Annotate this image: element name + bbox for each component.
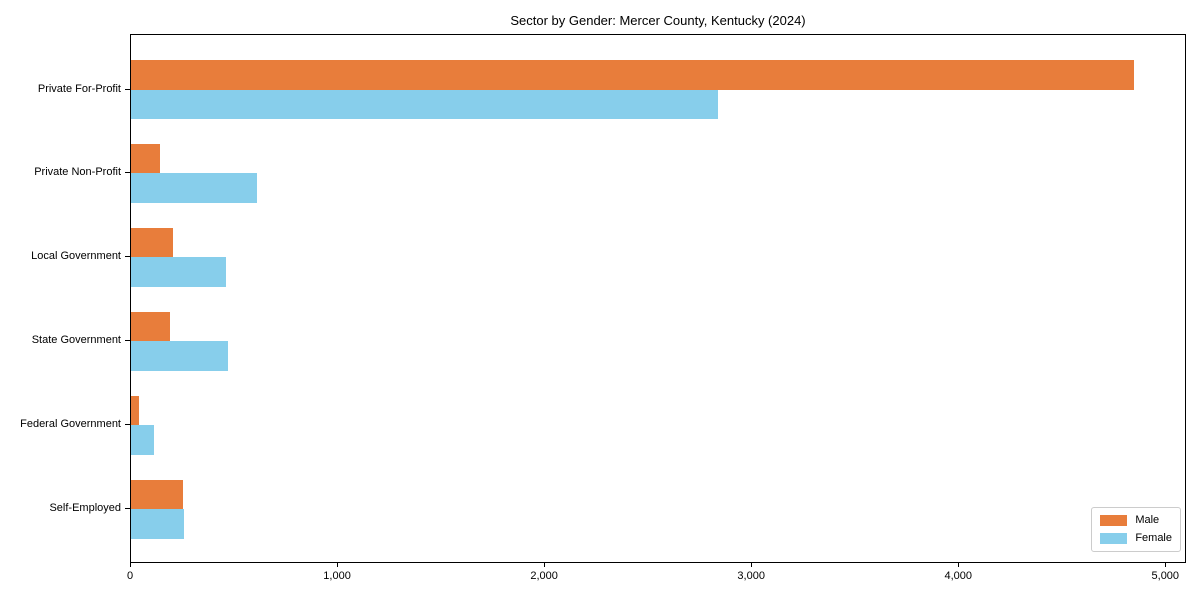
bar-male-self-employed	[131, 479, 183, 509]
x-tick-2000	[544, 563, 546, 567]
bar-male-private-for-profit	[131, 60, 1135, 90]
x-tick-label-2000: 2,000	[530, 570, 558, 582]
y-tick-private-for-profit	[125, 88, 130, 90]
x-tick-1000	[337, 563, 339, 567]
bar-male-private-non-profit	[131, 143, 160, 174]
y-tick-state-government	[125, 340, 130, 342]
y-tick-label-private-for-profit: Private For-Profit	[37, 82, 121, 95]
legend: Male Female	[1091, 507, 1181, 552]
legend-swatch-male	[1100, 515, 1128, 526]
plot-area: Male Female	[130, 34, 1186, 563]
bar-female-private-non-profit	[131, 173, 258, 203]
legend-row-female: Female	[1100, 532, 1172, 545]
y-tick-label-state-government: State Government	[31, 334, 121, 347]
y-tick-self-employed	[125, 508, 130, 509]
x-tick-0	[130, 563, 131, 567]
bar-male-federal-government	[131, 395, 140, 426]
y-tick-local-government	[125, 256, 130, 258]
legend-row-male: Male	[1100, 514, 1172, 527]
legend-swatch-female	[1100, 533, 1128, 544]
x-tick-4000	[958, 563, 960, 567]
chart-title: Sector by Gender: Mercer County, Kentuck…	[510, 13, 806, 28]
bar-female-local-government	[131, 257, 227, 287]
bar-male-local-government	[131, 227, 174, 258]
y-tick-label-federal-government: Federal Government	[20, 418, 121, 431]
x-tick-5000	[1165, 563, 1167, 567]
x-tick-label-5000: 5,000	[1151, 570, 1180, 582]
bar-female-private-for-profit	[131, 89, 718, 119]
bar-female-self-employed	[131, 509, 184, 539]
x-tick-label-3000: 3,000	[737, 570, 765, 582]
legend-label-male: Male	[1135, 514, 1160, 526]
y-tick-private-non-profit	[125, 172, 130, 174]
y-tick-label-local-government: Local Government	[31, 250, 121, 263]
y-tick-federal-government	[125, 424, 130, 426]
x-tick-3000	[751, 563, 753, 567]
bar-male-state-government	[131, 311, 171, 342]
y-tick-label-self-employed: Self-Employed	[49, 502, 121, 514]
x-tick-label-4000: 4,000	[944, 570, 972, 582]
x-tick-label-0: 0	[126, 570, 134, 582]
x-tick-label-1000: 1,000	[323, 570, 351, 582]
bar-female-state-government	[131, 341, 229, 371]
legend-label-female: Female	[1135, 532, 1172, 544]
bar-female-federal-government	[131, 425, 154, 455]
y-tick-label-private-non-profit: Private Non-Profit	[34, 166, 121, 179]
